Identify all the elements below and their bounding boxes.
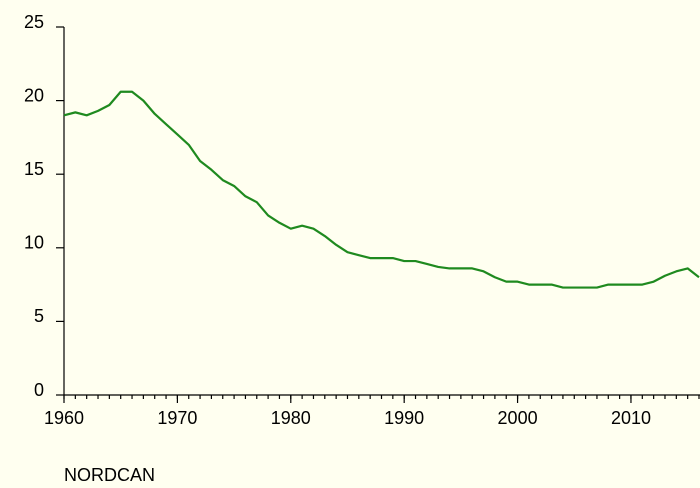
x-tick-label: 2010 — [611, 408, 651, 428]
y-tick-label: 25 — [24, 12, 44, 32]
x-tick-label: 1980 — [271, 408, 311, 428]
x-tick-label: 1970 — [157, 408, 197, 428]
y-tick-label: 5 — [34, 306, 44, 326]
y-tick-label: 15 — [24, 159, 44, 179]
data-line — [63, 90, 700, 289]
x-tick-label: 2000 — [498, 408, 538, 428]
y-tick-label: 0 — [34, 380, 44, 400]
x-tick-label: 1990 — [384, 408, 424, 428]
y-tick-label: 20 — [24, 85, 44, 105]
source-annotation: NORDCAN — [64, 465, 155, 485]
x-tick-label: 1960 — [44, 408, 84, 428]
y-tick-label: 10 — [24, 233, 44, 253]
